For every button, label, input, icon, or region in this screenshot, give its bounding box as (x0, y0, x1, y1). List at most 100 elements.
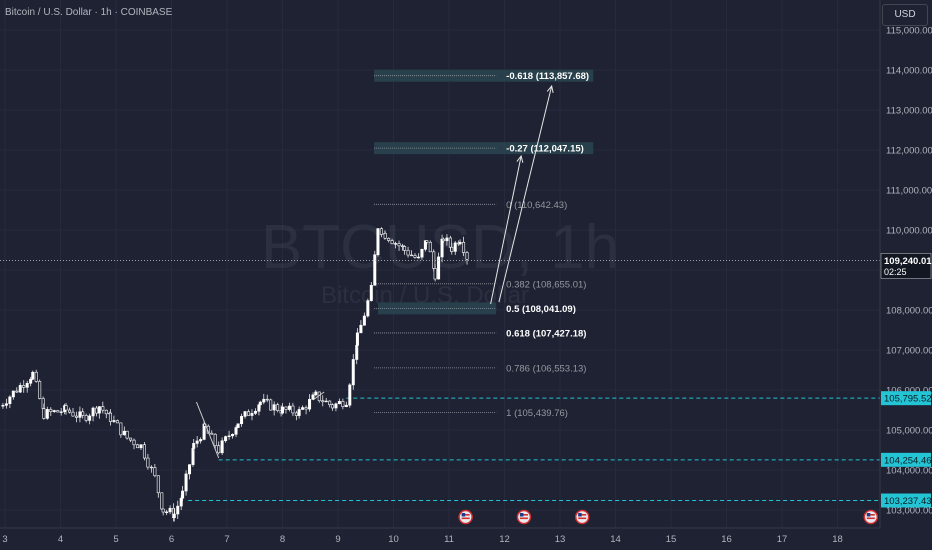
event-flag-icon (574, 509, 590, 525)
event-flag-stripe (519, 517, 528, 520)
chart-title: Bitcoin / U.S. Dollar · 1h · COINBASE (5, 7, 173, 18)
candle-up (224, 436, 228, 442)
time-tick-label: 17 (777, 534, 788, 545)
candle-down (276, 404, 280, 411)
candle-up (234, 427, 238, 435)
candle-up (369, 285, 373, 301)
candle-up (184, 473, 188, 492)
candle-up (359, 324, 363, 334)
candle-up (355, 332, 359, 346)
candle-down (321, 400, 325, 403)
candle-down (465, 252, 469, 260)
fib-band (374, 142, 594, 155)
candle-up (97, 406, 101, 414)
candle-up (272, 404, 276, 411)
time-tick-label: 6 (169, 534, 174, 545)
candle-up (192, 443, 196, 449)
candle-up (165, 511, 169, 513)
candle-down (119, 422, 123, 436)
candle-up (172, 513, 176, 518)
candle-down (156, 475, 160, 494)
candle-down (49, 409, 53, 412)
event-flag-stripe (578, 517, 587, 520)
time-axis-bg (0, 528, 880, 550)
event-flag-canton (866, 513, 871, 517)
candle-down (34, 371, 38, 382)
time-tick-label: 15 (666, 534, 677, 545)
drawings[interactable] (0, 84, 880, 459)
candle-up (25, 382, 29, 388)
currency-button[interactable]: USD (882, 4, 928, 26)
price-tick-label: 107,000.00 (886, 346, 932, 357)
fib-retracement[interactable]: -0.618 (113,857.68) -0.27 (112,047.15) 0 (… (373, 69, 594, 419)
candle-up (351, 359, 355, 386)
candle-up (348, 384, 352, 406)
candle-up (250, 413, 254, 416)
event-flag-icon (458, 509, 473, 525)
candle-down (425, 240, 429, 243)
candle-down (341, 401, 345, 407)
candle-down (269, 399, 273, 411)
fib-label: -0.27 (112,047.15) (506, 144, 584, 155)
candle-up (308, 399, 312, 410)
candle-down (42, 408, 46, 419)
candle-up (287, 405, 291, 410)
candle-up (31, 371, 35, 380)
candle-up (91, 407, 95, 417)
candle-down (68, 409, 72, 413)
candle-down (95, 407, 99, 414)
candle-up (376, 228, 380, 256)
fib-band (374, 69, 594, 82)
candle-up (394, 243, 398, 245)
candles (1, 227, 469, 522)
fib-label: 0.786 (106,553.13) (506, 363, 586, 374)
price-tick-label: 110,000.00 (886, 226, 932, 237)
candle-down (22, 385, 26, 388)
event-flag-icon (516, 509, 532, 525)
price-tick-label: 108,000.00 (886, 306, 932, 317)
candle-up (220, 440, 224, 454)
candle-down (146, 457, 150, 468)
candle-down (397, 243, 401, 247)
candle-down (213, 433, 217, 446)
candle-down (428, 241, 432, 253)
time-tick-label: 16 (721, 534, 732, 545)
time-tick-label: 11 (444, 534, 454, 545)
candle-down (448, 237, 452, 248)
candle-down (15, 390, 19, 393)
event-markers[interactable] (458, 509, 879, 525)
event-flag-stripe (866, 517, 875, 520)
candle-down (265, 398, 269, 401)
event-flag-stripe (578, 514, 587, 516)
candle-down (74, 415, 78, 418)
candle-up (280, 406, 284, 414)
fib-band (377, 302, 497, 315)
candle-up (440, 238, 444, 258)
candle-up (453, 242, 457, 252)
candle-up (45, 409, 49, 419)
candle-up (88, 415, 92, 421)
candle-up (112, 420, 116, 422)
candle-down (142, 444, 146, 459)
candle-up (257, 404, 261, 412)
fib-label: 1 (105,439.76) (506, 408, 568, 419)
candle-up (337, 401, 341, 405)
time-tick-label: 14 (610, 534, 621, 545)
candle-up (176, 505, 180, 515)
candle-up (78, 411, 82, 418)
price-tick-label: 115,000.00 (886, 26, 932, 37)
candle-up (188, 464, 192, 475)
price-countdown: 02:25 (884, 267, 907, 277)
candle-down (129, 437, 133, 441)
candle-down (132, 439, 136, 446)
time-tick-label: 18 (832, 534, 843, 545)
candle-up (243, 411, 247, 417)
candle-up (445, 237, 449, 242)
candle-down (149, 466, 153, 469)
fib-label: 0.5 (108,041.09) (506, 304, 576, 315)
candle-up (262, 398, 266, 403)
time-tick-label: 5 (113, 534, 118, 545)
candle-down (291, 405, 295, 414)
candle-down (56, 410, 60, 413)
